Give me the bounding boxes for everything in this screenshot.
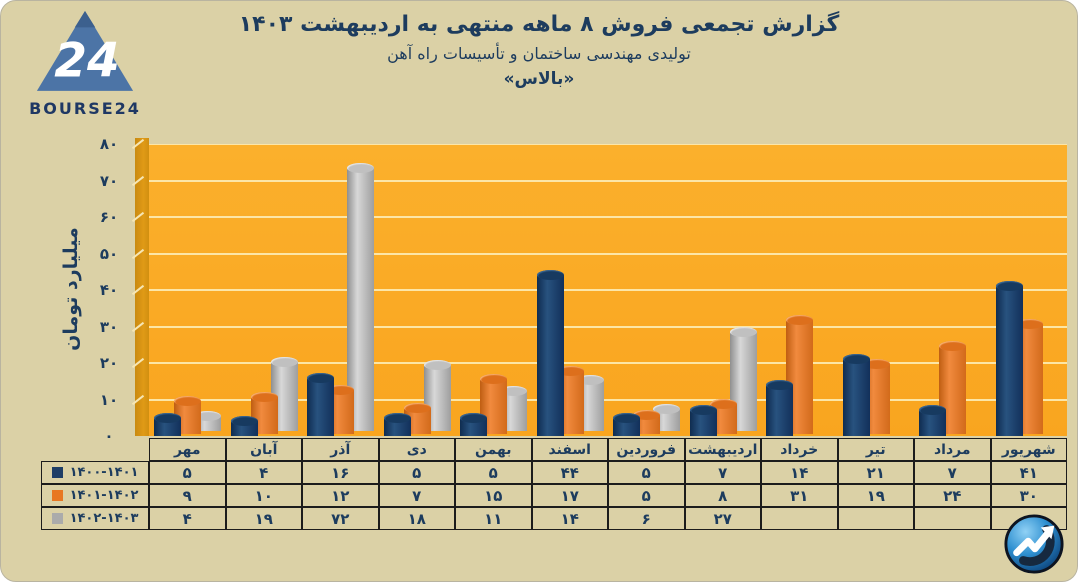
table-value-cell: ۱۰ xyxy=(225,484,302,507)
legend-series-label: ۱۴۰۰-۱۴۰۱ xyxy=(69,465,139,480)
table-value-cell: ۱۹ xyxy=(837,484,914,507)
table-value-cell: ۷ xyxy=(684,461,761,484)
table-value-cell: ۱۸ xyxy=(378,507,455,530)
table-value-cell: ۱۹ xyxy=(225,507,302,530)
bar-0-1 xyxy=(230,416,258,436)
report-subtitle: تولیدی مهندسی ساختمان و تأسیسات راه آهن xyxy=(387,44,691,63)
table-value-cell: ۹ xyxy=(149,484,226,507)
y-axis-title: میلیارد تومان xyxy=(60,227,82,351)
table-month-header: دی xyxy=(378,438,455,461)
table-month-header: مهر xyxy=(149,438,226,461)
table-value-cell: ۱۷ xyxy=(531,484,608,507)
table-value-cell xyxy=(837,507,914,530)
table-value-cell xyxy=(761,507,838,530)
table-month-header: شهریور xyxy=(990,438,1067,461)
table-value-cell: ۴۱ xyxy=(990,461,1067,484)
table-value-cell: ۳۰ xyxy=(990,484,1067,507)
header-titles: گزارش تجمعی فروش ۸ ماهه منتهی به اردیبهش… xyxy=(171,9,907,92)
table-value-cell: ۵ xyxy=(455,461,532,484)
table-month-header: فروردین xyxy=(608,438,685,461)
report-title: گزارش تجمعی فروش ۸ ماهه منتهی به اردیبهش… xyxy=(238,12,840,37)
y-tick-label: ۸۰ xyxy=(99,135,119,153)
bar-0-4 xyxy=(460,412,487,436)
table-value-cell: ۲۷ xyxy=(684,507,761,530)
table-value-cell: ۵ xyxy=(378,461,455,484)
y-tick-label: ۷۰ xyxy=(99,171,119,190)
y-tick-label: ۵۰ xyxy=(99,244,119,263)
y-tick-label: ۱۰ xyxy=(99,390,119,409)
bar-0-11 xyxy=(995,281,1023,436)
table-month-header: مرداد xyxy=(914,438,991,461)
svg-text:24: 24 xyxy=(54,34,119,89)
table-month-header: اسفند xyxy=(531,438,608,461)
bar-0-2 xyxy=(307,372,334,436)
table-value-cell: ۵ xyxy=(608,484,685,507)
y-tick-label: ۳۰ xyxy=(99,317,119,336)
bar-0-8 xyxy=(766,379,793,436)
table-value-cell: ۳۱ xyxy=(761,484,838,507)
bar-0-3 xyxy=(383,412,411,436)
table-month-header: بهمن xyxy=(455,438,532,461)
table-value-cell: ۴ xyxy=(225,461,302,484)
legend-series-label: ۱۴۰۱-۱۴۰۲ xyxy=(69,488,139,503)
data-table: مهر آبان آذر دی بهمن اسفند فروردین اردیبهشت خردا… xyxy=(41,438,1067,530)
bar-0-5 xyxy=(536,270,564,436)
gridline xyxy=(149,252,1067,255)
company-name: «بالاس» xyxy=(503,69,575,89)
gridline xyxy=(149,362,1067,364)
table-value-cell: ۱۴ xyxy=(531,507,608,530)
table-value-cell xyxy=(914,507,991,530)
gridline xyxy=(149,216,1067,218)
trending-up-badge-icon xyxy=(1004,514,1064,574)
gridline xyxy=(149,179,1067,182)
bourse24-logo: 24 BOURSE24 xyxy=(25,9,145,118)
bar-0-6 xyxy=(613,412,640,436)
bar-0-9 xyxy=(842,354,870,436)
table-value-cell: ۶ xyxy=(608,507,685,530)
legend-cell: ۱۴۰۰-۱۴۰۱ xyxy=(41,461,149,484)
table-month-header: خرداد xyxy=(761,438,838,461)
plot-area xyxy=(149,144,1067,436)
legend-swatch-icon xyxy=(51,467,63,478)
table-value-cell: ۲۱ xyxy=(837,461,914,484)
legend-swatch-icon xyxy=(51,490,63,501)
table-value-cell: ۸ xyxy=(684,484,761,507)
legend-swatch-icon xyxy=(51,513,63,524)
bar-0-0 xyxy=(154,412,181,436)
gridline xyxy=(149,398,1067,401)
table-value-cell: ۱۵ xyxy=(455,484,532,507)
table-value-cell: ۴ xyxy=(149,507,226,530)
y-tick-label: ۲۰ xyxy=(99,354,119,372)
table-value-cell: ۷۲ xyxy=(302,507,379,530)
gridline xyxy=(149,289,1067,291)
table-value-cell: ۲۴ xyxy=(914,484,991,507)
legend-cell: ۱۴۰۱-۱۴۰۲ xyxy=(41,484,149,507)
y-tick-label: ۴۰ xyxy=(99,281,119,299)
table-value-cell: ۵ xyxy=(608,461,685,484)
table-value-cell: ۱۶ xyxy=(302,461,379,484)
legend-series-label: ۱۴۰۲-۱۴۰۳ xyxy=(69,511,139,526)
table-month-header: اردیبهشت xyxy=(684,438,761,461)
y-tick-label: ۶۰ xyxy=(99,208,119,226)
bar-0-10 xyxy=(919,405,946,436)
table-month-header: تیر xyxy=(837,438,914,461)
bar-0-7 xyxy=(689,405,717,436)
y-tick-label: ۰ xyxy=(104,427,114,445)
table-value-cell: ۷ xyxy=(378,484,455,507)
legend-cell: ۱۴۰۲-۱۴۰۳ xyxy=(41,507,149,530)
table-value-cell: ۴۴ xyxy=(531,461,608,484)
table-corner-cell xyxy=(41,438,149,461)
table-month-header: آبان xyxy=(225,438,302,461)
table-value-cell: ۱۲ xyxy=(302,484,379,507)
table-value-cell: ۵ xyxy=(149,461,226,484)
table-value-cell: ۱۴ xyxy=(761,461,838,484)
gridline xyxy=(149,144,1067,145)
table-month-header: آذر xyxy=(302,438,379,461)
bourse24-triangle-icon: 24 xyxy=(36,11,134,91)
table-value-cell: ۱۱ xyxy=(455,507,532,530)
gridline xyxy=(149,325,1067,328)
table-value-cell: ۷ xyxy=(914,461,991,484)
bourse24-brand-text: BOURSE24 xyxy=(29,99,141,118)
